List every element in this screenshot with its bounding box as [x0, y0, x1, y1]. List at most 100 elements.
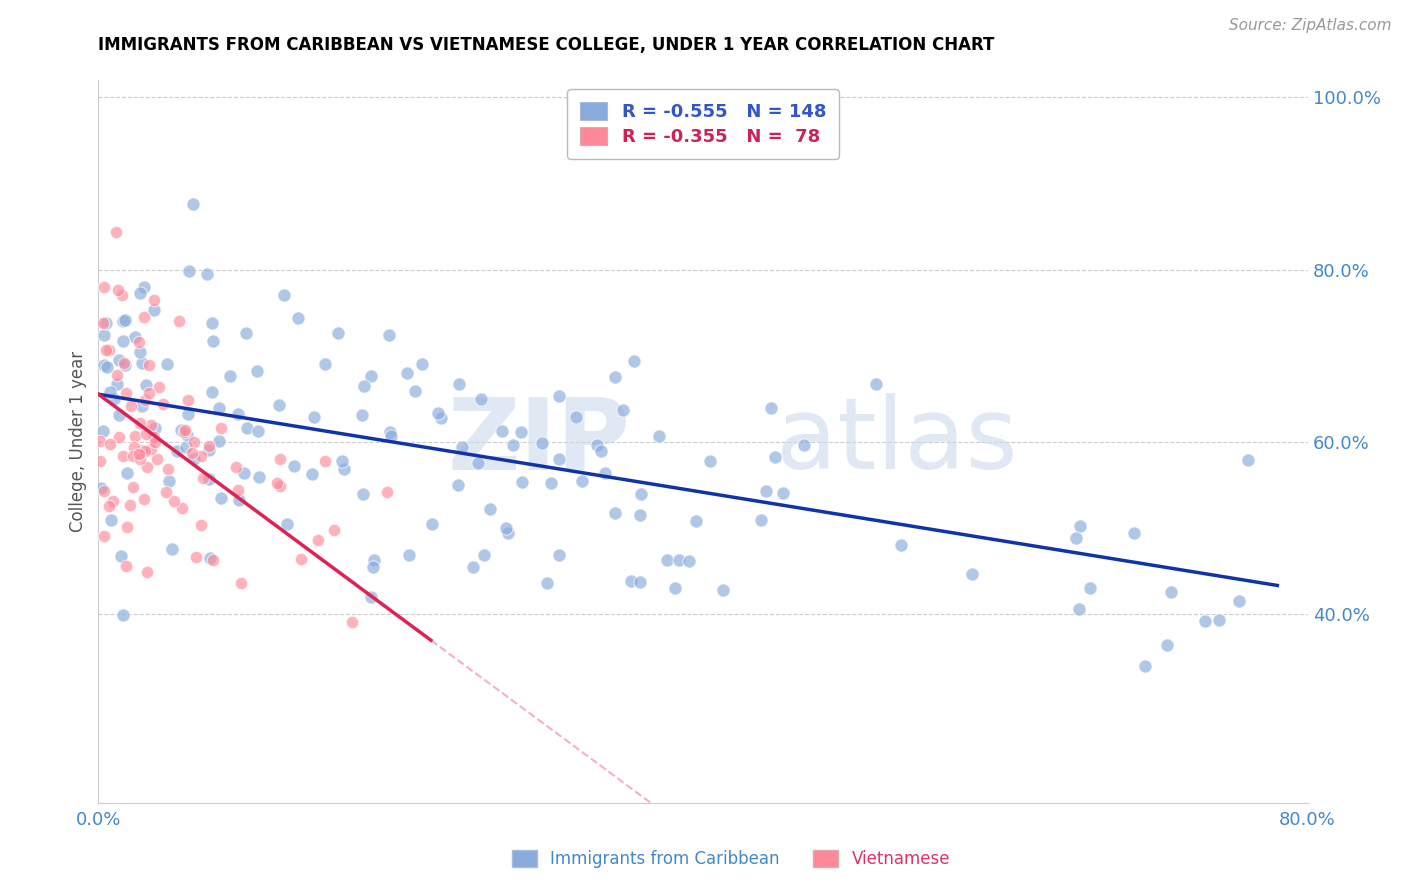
- Point: [128, 335, 150, 350]
- Point: [139, 442, 162, 457]
- Point: [314, 454, 336, 468]
- Point: [267, 398, 290, 412]
- Point: [235, 326, 257, 340]
- Point: [122, 440, 145, 454]
- Point: [111, 313, 134, 327]
- Point: [326, 326, 349, 341]
- Point: [105, 368, 128, 383]
- Legend: Immigrants from Caribbean, Vietnamese: Immigrants from Caribbean, Vietnamese: [505, 843, 957, 875]
- Point: [699, 454, 721, 468]
- Point: [472, 549, 495, 563]
- Point: [1160, 585, 1182, 599]
- Point: [1069, 601, 1091, 615]
- Point: [225, 460, 247, 475]
- Point: [131, 442, 153, 457]
- Point: [180, 446, 202, 460]
- Point: [236, 421, 259, 435]
- Point: [668, 553, 690, 567]
- Point: [350, 408, 373, 422]
- Point: [495, 520, 517, 534]
- Point: [93, 529, 115, 543]
- Point: [548, 452, 571, 467]
- Point: [90, 481, 112, 495]
- Point: [124, 429, 146, 443]
- Point: [193, 471, 215, 485]
- Point: [208, 401, 231, 416]
- Point: [208, 434, 231, 448]
- Point: [107, 430, 129, 444]
- Point: [422, 516, 444, 531]
- Point: [148, 380, 170, 394]
- Point: [139, 417, 162, 432]
- Point: [174, 441, 197, 455]
- Point: [363, 553, 385, 567]
- Point: [131, 399, 153, 413]
- Legend: R = -0.555   N = 148, R = -0.355   N =  78: R = -0.555 N = 148, R = -0.355 N = 78: [568, 89, 838, 159]
- Point: [155, 485, 177, 500]
- Point: [181, 197, 204, 211]
- Point: [655, 553, 678, 567]
- Point: [146, 452, 169, 467]
- Point: [593, 466, 616, 480]
- Point: [510, 475, 533, 490]
- Point: [136, 460, 159, 475]
- Point: [1208, 613, 1230, 627]
- Point: [121, 480, 143, 494]
- Text: Source: ZipAtlas.com: Source: ZipAtlas.com: [1229, 18, 1392, 33]
- Point: [166, 443, 188, 458]
- Point: [190, 518, 212, 533]
- Point: [112, 355, 135, 369]
- Point: [183, 435, 205, 450]
- Point: [755, 483, 778, 498]
- Point: [201, 316, 224, 330]
- Point: [247, 470, 270, 484]
- Point: [132, 310, 155, 325]
- Point: [198, 443, 221, 458]
- Point: [1078, 581, 1101, 595]
- Point: [411, 357, 433, 371]
- Text: IMMIGRANTS FROM CARIBBEAN VS VIETNAMESE COLLEGE, UNDER 1 YEAR CORRELATION CHART: IMMIGRANTS FROM CARIBBEAN VS VIETNAMESE …: [98, 36, 995, 54]
- Point: [749, 513, 772, 527]
- Point: [143, 429, 166, 443]
- Point: [536, 576, 558, 591]
- Point: [360, 369, 382, 384]
- Point: [177, 393, 200, 408]
- Point: [89, 454, 111, 468]
- Point: [138, 358, 160, 372]
- Point: [269, 452, 291, 467]
- Point: [111, 608, 134, 623]
- Point: [131, 356, 153, 370]
- Point: [103, 392, 125, 406]
- Point: [134, 443, 156, 458]
- Point: [890, 538, 912, 552]
- Point: [648, 428, 671, 442]
- Point: [307, 533, 329, 548]
- Point: [1135, 659, 1157, 673]
- Point: [160, 542, 183, 557]
- Point: [451, 440, 474, 454]
- Point: [540, 475, 562, 490]
- Point: [176, 428, 198, 442]
- Point: [426, 407, 449, 421]
- Point: [269, 479, 291, 493]
- Point: [142, 303, 165, 318]
- Point: [509, 425, 531, 439]
- Point: [565, 409, 588, 424]
- Point: [122, 449, 145, 463]
- Point: [93, 328, 115, 343]
- Point: [201, 334, 224, 348]
- Point: [124, 330, 146, 344]
- Point: [276, 517, 298, 532]
- Point: [447, 477, 470, 491]
- Point: [93, 280, 115, 294]
- Point: [531, 436, 554, 450]
- Point: [620, 574, 643, 588]
- Point: [685, 514, 707, 528]
- Point: [228, 493, 250, 508]
- Point: [304, 409, 326, 424]
- Point: [169, 314, 191, 328]
- Point: [591, 444, 613, 458]
- Point: [449, 376, 471, 391]
- Point: [198, 439, 221, 453]
- Point: [330, 453, 353, 467]
